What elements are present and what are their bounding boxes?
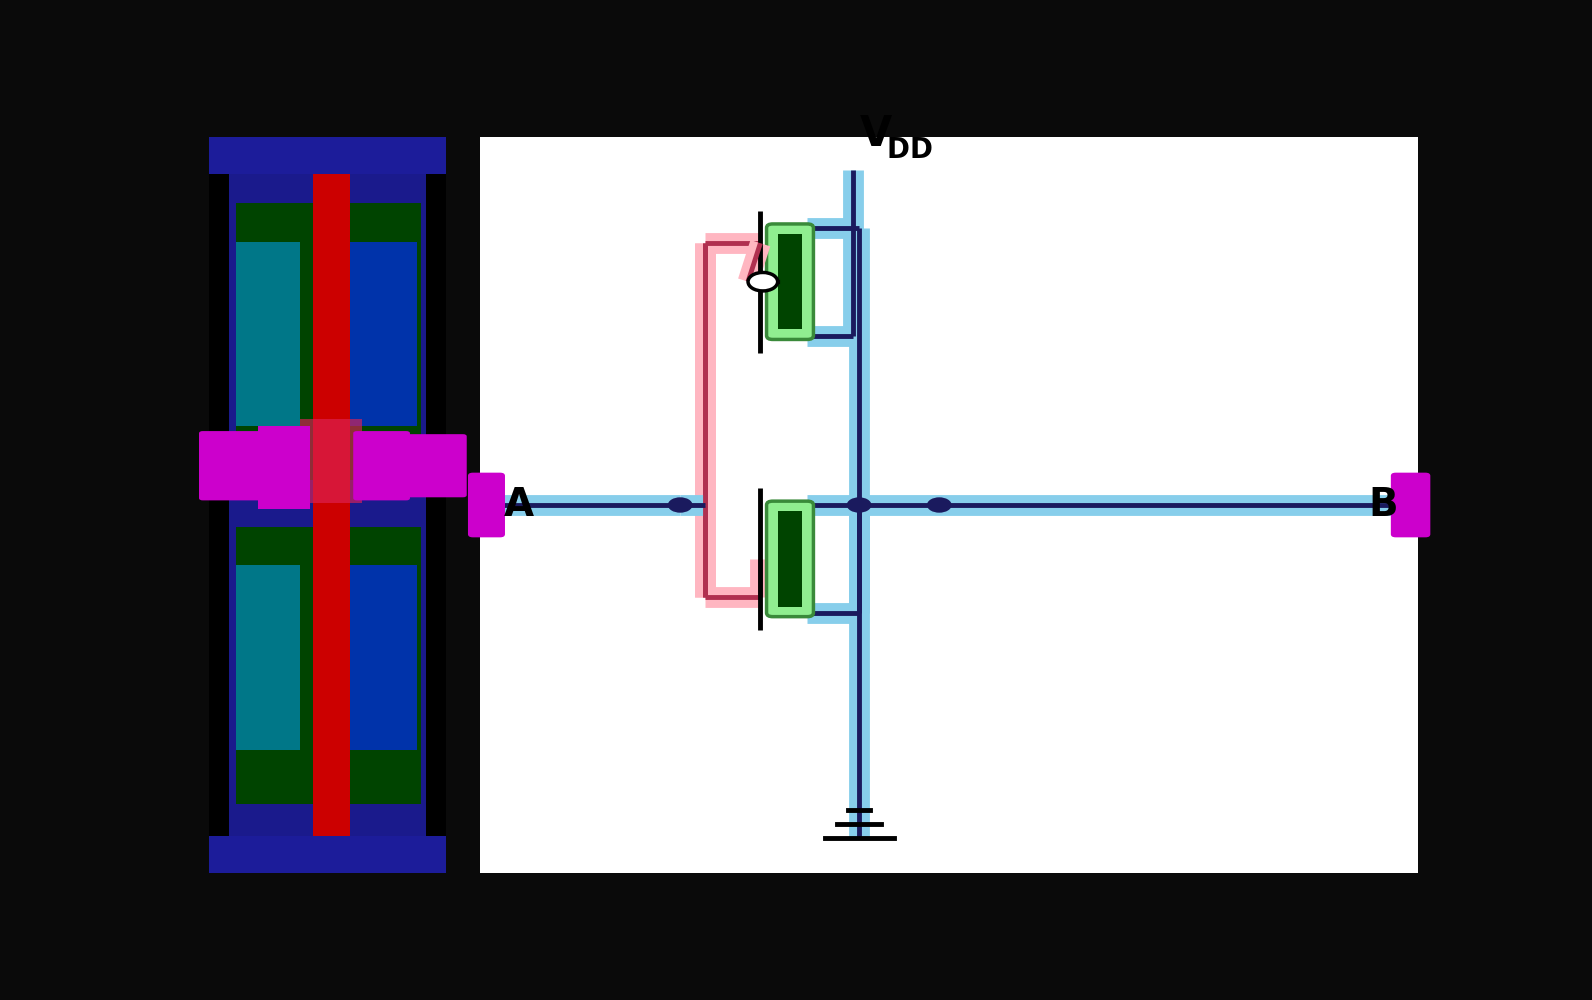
FancyBboxPatch shape [312,174,350,836]
FancyBboxPatch shape [1391,473,1430,537]
FancyBboxPatch shape [236,565,301,750]
FancyBboxPatch shape [353,431,411,500]
FancyBboxPatch shape [777,234,802,329]
FancyBboxPatch shape [236,242,301,426]
FancyBboxPatch shape [481,137,1418,873]
Text: B: B [1369,486,1398,524]
FancyBboxPatch shape [258,426,310,509]
FancyBboxPatch shape [350,565,417,750]
FancyBboxPatch shape [301,419,361,503]
FancyBboxPatch shape [427,174,446,836]
FancyBboxPatch shape [209,137,446,174]
Circle shape [927,497,952,513]
FancyBboxPatch shape [209,174,229,836]
Text: $\mathbf{V}$: $\mathbf{V}$ [860,113,893,155]
FancyBboxPatch shape [350,242,417,426]
FancyBboxPatch shape [209,836,446,873]
FancyBboxPatch shape [236,527,420,804]
FancyBboxPatch shape [400,434,466,497]
FancyBboxPatch shape [777,511,802,607]
Circle shape [669,497,693,513]
FancyBboxPatch shape [468,473,505,537]
Text: $\mathbf{DD}$: $\mathbf{DD}$ [887,136,933,164]
Text: A: A [503,486,533,524]
Circle shape [748,272,777,291]
FancyBboxPatch shape [767,501,814,617]
FancyBboxPatch shape [209,137,446,873]
FancyBboxPatch shape [767,224,814,339]
FancyBboxPatch shape [199,431,283,500]
FancyBboxPatch shape [236,203,420,480]
Circle shape [847,497,871,513]
